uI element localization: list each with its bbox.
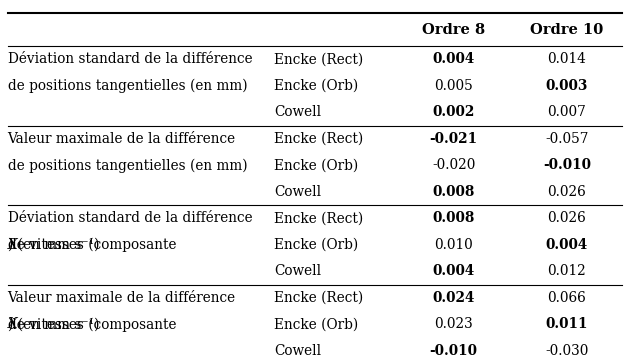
Text: 0.010: 0.010	[434, 238, 473, 252]
Text: de positions tangentielles (en mm): de positions tangentielles (en mm)	[8, 158, 247, 172]
Text: -0.030: -0.030	[546, 344, 588, 358]
Text: ) (en mm s⁻¹): ) (en mm s⁻¹)	[8, 317, 99, 331]
Text: 0.003: 0.003	[546, 79, 588, 93]
Text: Encke (Rect): Encke (Rect)	[274, 132, 364, 146]
Text: Encke (Orb): Encke (Orb)	[274, 158, 358, 172]
Text: Déviation standard de la différence: Déviation standard de la différence	[8, 52, 252, 66]
Text: Encke (Rect): Encke (Rect)	[274, 291, 364, 305]
Text: 0.026: 0.026	[547, 185, 587, 199]
Text: X: X	[8, 238, 17, 252]
Text: Valeur maximale de la différence: Valeur maximale de la différence	[8, 132, 236, 146]
Text: 0.012: 0.012	[547, 264, 587, 278]
Text: 0.004: 0.004	[432, 264, 475, 278]
Text: 0.002: 0.002	[432, 105, 475, 119]
Text: Encke (Rect): Encke (Rect)	[274, 52, 364, 66]
Text: Ordre 8: Ordre 8	[422, 23, 485, 37]
Text: -0.020: -0.020	[432, 158, 475, 172]
Text: Valeur maximale de la différence: Valeur maximale de la différence	[8, 291, 236, 305]
Text: Encke (Orb): Encke (Orb)	[274, 79, 358, 93]
Text: 0.011: 0.011	[546, 317, 588, 331]
Text: 0.008: 0.008	[432, 185, 475, 199]
Text: -0.010: -0.010	[543, 158, 591, 172]
Text: ) (en mm s⁻¹): ) (en mm s⁻¹)	[8, 238, 99, 252]
Text: Cowell: Cowell	[274, 344, 321, 358]
Text: -0.021: -0.021	[430, 132, 478, 146]
Text: X: X	[8, 317, 17, 331]
Text: 0.023: 0.023	[434, 317, 473, 331]
Text: Encke (Orb): Encke (Orb)	[274, 317, 358, 331]
Text: -0.010: -0.010	[430, 344, 478, 358]
Text: 0.024: 0.024	[432, 291, 475, 305]
Text: de vitesses (composante: de vitesses (composante	[8, 317, 180, 331]
Text: de vitesses (composante: de vitesses (composante	[8, 238, 180, 252]
Text: 0.005: 0.005	[434, 79, 473, 93]
Text: Ordre 10: Ordre 10	[530, 23, 604, 37]
Text: 0.066: 0.066	[547, 291, 587, 305]
Text: 0.004: 0.004	[546, 238, 588, 252]
Text: 0.007: 0.007	[547, 105, 587, 119]
Text: Cowell: Cowell	[274, 105, 321, 119]
Text: -0.057: -0.057	[546, 132, 588, 146]
Text: Déviation standard de la différence: Déviation standard de la différence	[8, 211, 252, 225]
Text: Encke (Orb): Encke (Orb)	[274, 238, 358, 252]
Text: de positions tangentielles (en mm): de positions tangentielles (en mm)	[8, 79, 247, 93]
Text: Encke (Rect): Encke (Rect)	[274, 211, 364, 225]
Text: 0.026: 0.026	[547, 211, 587, 225]
Text: Cowell: Cowell	[274, 185, 321, 199]
Text: 0.008: 0.008	[432, 211, 475, 225]
Text: 0.004: 0.004	[432, 52, 475, 66]
Text: Cowell: Cowell	[274, 264, 321, 278]
Text: 0.014: 0.014	[547, 52, 587, 66]
